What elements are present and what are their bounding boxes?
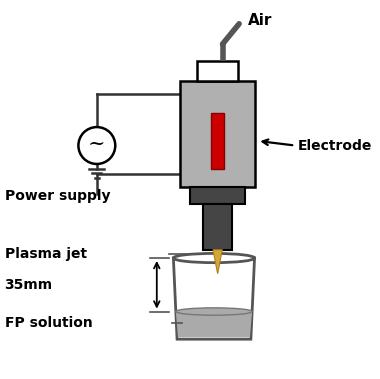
Bar (211, 113, 224, 169)
Bar (197, 61, 238, 81)
Polygon shape (173, 258, 255, 339)
Text: Plasma jet: Plasma jet (5, 247, 87, 262)
Bar (203, 204, 233, 250)
Bar (190, 187, 245, 204)
Polygon shape (213, 250, 222, 274)
Text: FP solution: FP solution (5, 316, 92, 330)
Text: Air: Air (249, 13, 273, 28)
Polygon shape (176, 312, 252, 337)
Text: Electrode: Electrode (298, 138, 372, 152)
Ellipse shape (176, 308, 252, 315)
Text: ~: ~ (88, 135, 106, 154)
Text: Power supply: Power supply (5, 189, 110, 203)
Text: 35mm: 35mm (5, 278, 53, 292)
Bar (180, 81, 255, 187)
Circle shape (78, 127, 115, 164)
Ellipse shape (173, 254, 255, 263)
